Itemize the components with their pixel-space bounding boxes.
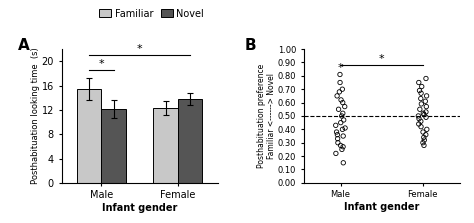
Point [339, 134, 347, 138]
Bar [77, 89, 101, 183]
Point [423, 128, 430, 131]
Point [422, 105, 430, 108]
Point [332, 124, 339, 127]
Point [420, 144, 428, 147]
Point [416, 89, 423, 92]
X-axis label: Infant gender: Infant gender [102, 203, 177, 213]
Point [419, 141, 427, 145]
Text: *: * [99, 58, 104, 68]
Point [339, 101, 346, 104]
Point [415, 114, 422, 118]
Point [417, 120, 425, 123]
Point [341, 105, 348, 108]
Point [415, 81, 423, 84]
Point [417, 91, 425, 95]
Point [417, 97, 425, 100]
Point [338, 87, 346, 91]
Point [339, 161, 347, 165]
Point [334, 133, 341, 136]
Point [418, 102, 425, 106]
Point [421, 99, 429, 103]
Point [416, 107, 424, 111]
Text: A: A [18, 38, 30, 53]
Point [422, 77, 430, 80]
Point [422, 133, 429, 136]
Text: B: B [244, 38, 256, 53]
Point [419, 130, 427, 134]
Point [339, 112, 346, 115]
Text: *: * [137, 44, 143, 54]
Point [422, 116, 430, 119]
Point [337, 121, 345, 124]
Point [338, 114, 346, 118]
Point [334, 141, 342, 145]
Bar [101, 109, 126, 183]
Point [422, 110, 430, 114]
Text: *: * [379, 54, 384, 64]
Point [338, 128, 346, 131]
Bar [178, 99, 202, 183]
Point [337, 144, 345, 147]
Point [420, 113, 428, 116]
Point [337, 98, 345, 102]
Point [420, 138, 428, 142]
Point [415, 122, 422, 126]
Point [338, 148, 346, 151]
Point [333, 94, 341, 98]
Point [420, 136, 428, 139]
Point [419, 112, 427, 115]
Point [423, 94, 430, 98]
Point [336, 90, 343, 94]
Point [341, 126, 349, 130]
Legend: Familiar, Novel: Familiar, Novel [95, 5, 208, 23]
Text: *: * [338, 63, 344, 73]
Point [334, 137, 341, 140]
Point [415, 117, 423, 120]
Y-axis label: Posthabituation preference
Familiar <------> Novel: Posthabituation preference Familiar <---… [257, 64, 276, 168]
Point [336, 73, 344, 76]
Point [336, 81, 344, 84]
Point [417, 125, 425, 128]
Point [418, 85, 426, 88]
Point [340, 118, 347, 122]
Bar [154, 108, 178, 183]
X-axis label: Infant gender: Infant gender [344, 202, 419, 212]
Point [333, 130, 340, 134]
Point [332, 152, 340, 155]
Y-axis label: Posthabituation looking time  (s): Posthabituation looking time (s) [31, 47, 40, 184]
Point [339, 145, 347, 149]
Point [335, 107, 342, 111]
